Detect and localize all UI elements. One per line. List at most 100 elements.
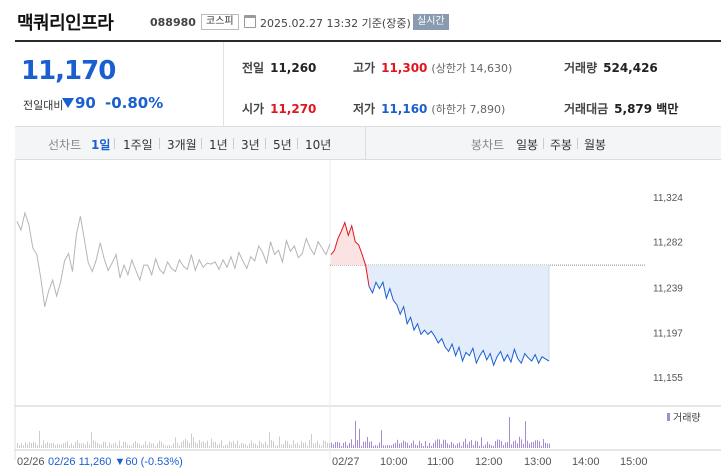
volume-bar	[67, 441, 68, 448]
volume-bar	[289, 444, 290, 448]
volume-bar	[471, 440, 472, 448]
volume-bar	[135, 440, 136, 448]
volume-bar	[159, 440, 160, 448]
low-value: 11,160	[381, 102, 428, 116]
volume-bar	[285, 440, 286, 448]
volume-label: 거래량	[564, 61, 598, 75]
volume-bar	[301, 441, 302, 448]
down-area-fill	[369, 265, 549, 366]
tab-daily[interactable]: 일봉	[516, 138, 539, 152]
change-value: 90	[75, 94, 96, 112]
volume-bar	[413, 440, 414, 448]
volume-bar	[179, 445, 180, 448]
volume-bar	[453, 443, 454, 448]
volume-bar	[119, 440, 120, 448]
volume-bar	[259, 440, 260, 448]
volume-bar	[397, 439, 398, 448]
volume-bar	[395, 442, 396, 448]
high-label: 고가	[353, 61, 376, 75]
volume-bar	[33, 441, 34, 448]
y-tick-label: 11,197	[653, 328, 683, 339]
up-area-fill	[331, 222, 370, 287]
volume-bar	[361, 445, 362, 448]
volume-bar	[411, 443, 412, 448]
volume-bar	[479, 445, 480, 448]
volume-bar	[425, 440, 426, 448]
volume-bar	[97, 442, 98, 448]
volume-bar	[441, 443, 442, 448]
x-tick-label: 02/26	[17, 456, 45, 468]
volume-bar	[123, 441, 124, 448]
volume-bar	[129, 444, 130, 448]
volume-bar	[173, 443, 174, 448]
stock-name[interactable]: 맥쿼리인프라	[17, 13, 114, 34]
realtime-badge[interactable]: 실시간	[413, 14, 449, 30]
volume-bar	[51, 443, 52, 448]
volume-legend-swatch	[667, 413, 670, 421]
volume-bar	[63, 443, 64, 448]
volume-legend-label: 거래량	[673, 412, 701, 424]
volume-bar	[321, 445, 322, 448]
volume-bar	[279, 436, 280, 448]
volume-bar	[81, 443, 82, 448]
volume-bar	[255, 443, 256, 448]
volume-bar	[341, 445, 342, 448]
volume-bar	[409, 445, 410, 448]
volume-bar	[117, 445, 118, 448]
volume-bar	[23, 445, 24, 448]
tab-monthly[interactable]: 월봉	[584, 138, 607, 152]
volume-bar	[393, 443, 394, 448]
volume-bar	[533, 442, 534, 448]
volume-bar	[193, 437, 194, 448]
volume-bar	[487, 441, 488, 448]
tab-3y[interactable]: 3년	[241, 138, 260, 152]
volume-bar	[275, 445, 276, 448]
volume-bar	[269, 431, 270, 448]
volume-bar	[363, 441, 364, 448]
tab-3m[interactable]: 3개월	[167, 138, 197, 152]
volume-bar	[323, 440, 324, 448]
volume-bar	[113, 443, 114, 448]
volume-bar	[405, 441, 406, 448]
volume-bar	[295, 443, 296, 448]
tab-divider	[233, 138, 234, 149]
volume-bar	[55, 445, 56, 448]
tab-10y[interactable]: 10년	[305, 138, 332, 152]
volume-bar	[57, 443, 58, 448]
volume-bar	[325, 441, 326, 448]
volume-bar	[155, 445, 156, 448]
quote-summary: 11,170 전일대비 90 -0.80% 전일 11,260 시가 11,270 …	[15, 40, 721, 128]
tab-1y[interactable]: 1년	[209, 138, 228, 152]
up-price-line	[330, 220, 370, 287]
volume-bar	[241, 443, 242, 448]
y-tick-label: 11,155	[653, 373, 683, 384]
volume-bar	[457, 443, 458, 448]
volume-bar	[87, 441, 88, 448]
volume-bar	[473, 445, 474, 448]
volume-bar	[111, 444, 112, 448]
volume-bar	[231, 442, 232, 448]
volume-bar	[307, 445, 308, 448]
tab-weekly[interactable]: 주봉	[550, 138, 573, 152]
volume-bar	[367, 437, 368, 448]
volume-bar	[219, 444, 220, 448]
volume-bar	[357, 440, 358, 448]
volume-bar	[239, 445, 240, 448]
volume-bar	[343, 442, 344, 448]
volume-bar	[339, 442, 340, 448]
volume-bar	[271, 439, 272, 448]
volume-bar	[449, 444, 450, 448]
volume-bar	[141, 445, 142, 448]
volume-bar	[205, 442, 206, 448]
volume-bar	[189, 443, 190, 448]
volume-bar	[245, 444, 246, 448]
tab-5y[interactable]: 5년	[273, 138, 292, 152]
volume-bar	[133, 442, 134, 448]
tab-1d[interactable]: 1일	[91, 138, 111, 152]
tab-1w[interactable]: 1주일	[123, 138, 153, 152]
volume-bar	[481, 437, 482, 448]
open-label: 시가	[242, 102, 265, 116]
volume-bar	[459, 442, 460, 448]
volume-bar	[491, 445, 492, 448]
